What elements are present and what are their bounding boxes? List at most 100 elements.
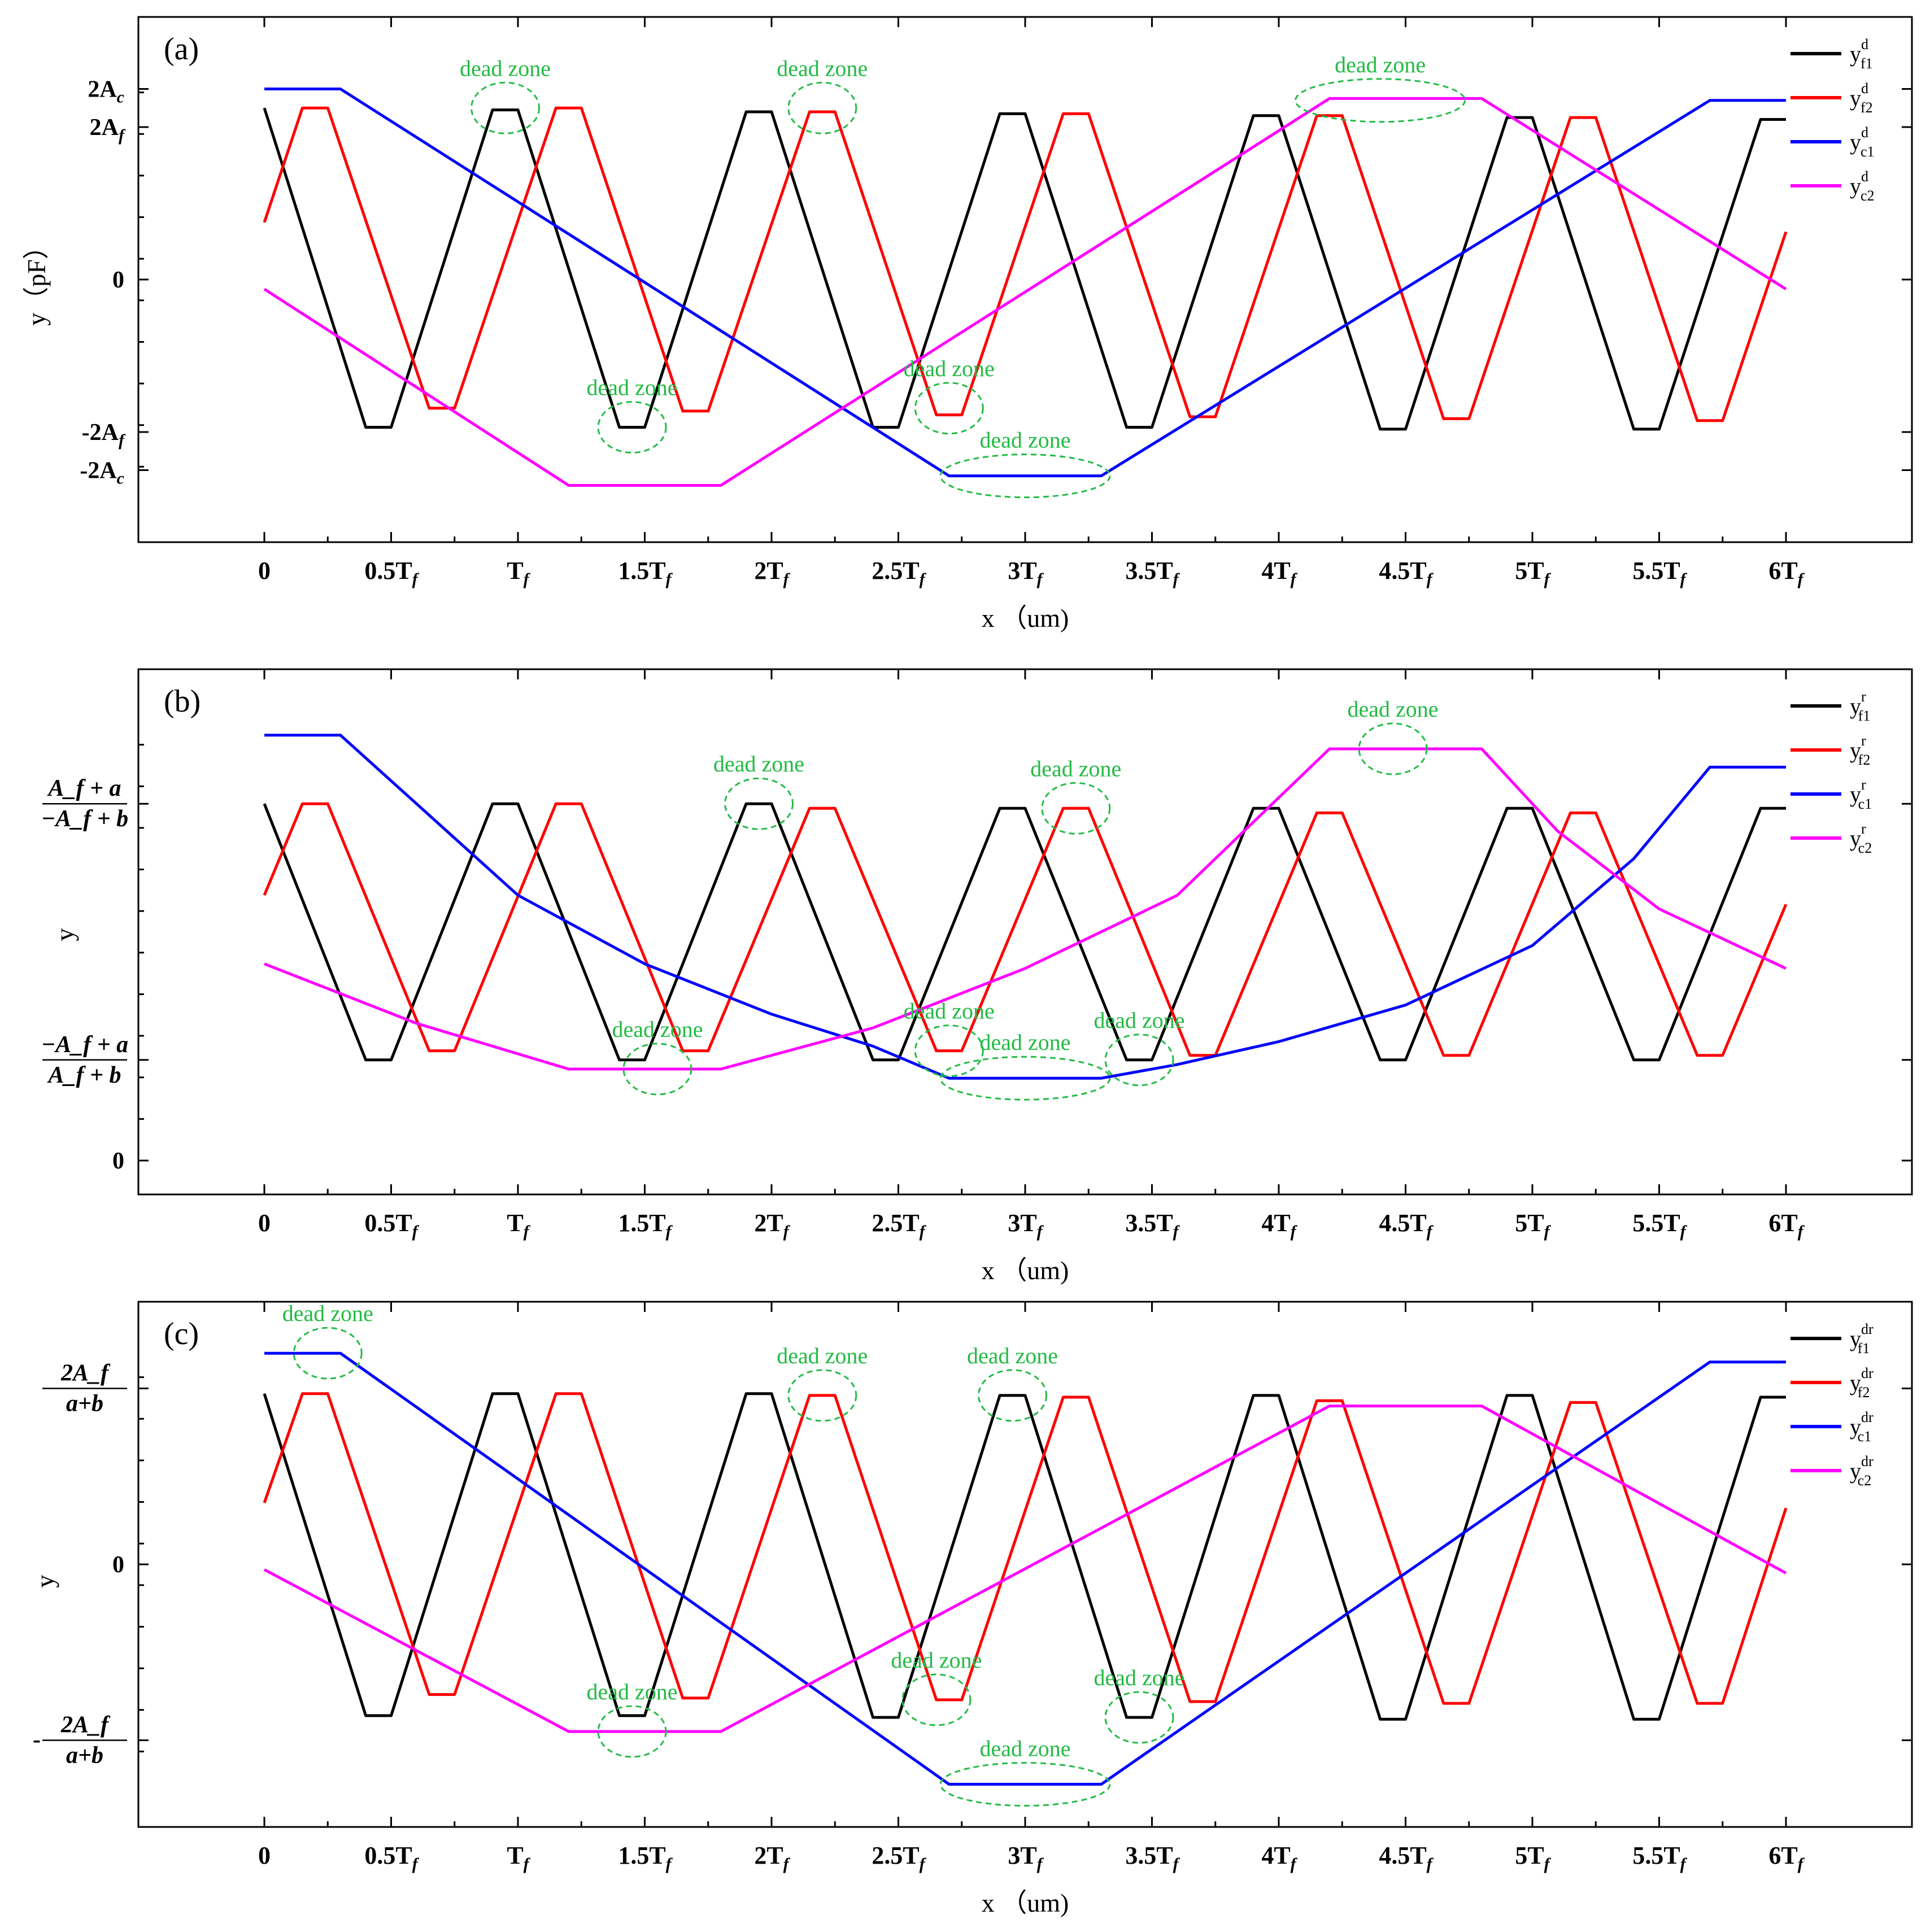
x-tick-label-main: 0 [258,557,271,585]
x-tick-label: 3Tf [1008,1842,1044,1873]
x-tick-label-main: 3T [1008,1209,1036,1237]
legend-label-main: y [1850,129,1861,155]
legend-label-main: y [1850,782,1861,807]
y-tick-label-main: 2A [88,77,117,103]
x-tick-label: 4.5Tf [1379,557,1434,588]
series-f2-line [263,106,1788,422]
x-tick-label: Tf [507,1842,530,1873]
legend-c1-label: yr c1 [1850,777,1872,812]
series-c2-line [263,97,1787,487]
legend-label-sub: f2 [1858,752,1871,768]
x-tick-label: 0.5Tf [364,1209,419,1241]
x-tick-label-sub: f [1291,1222,1298,1241]
x-tick-label: 3Tf [1008,557,1044,588]
x-tick-label-sub: f [783,1222,791,1241]
dead-zone-ellipse [939,1056,1111,1101]
x-tick-label: 5.5Tf [1632,1842,1687,1873]
dead-zone-label: dead zone [1335,52,1426,77]
legend-label-sup: d [1861,168,1868,185]
y-tick-label: 0 [112,1552,124,1578]
legend-label-sub: c1 [1858,1428,1872,1445]
series-f1-line [263,802,1786,1062]
x-tick-label-main: 0.5T [364,557,412,585]
legend-label-main: y [1850,173,1861,199]
x-tick-label: 4Tf [1261,557,1297,588]
x-tick-label-sub: f [1427,570,1434,588]
x-tick-label: 6Tf [1768,1842,1805,1873]
x-tick-label: 0.5Tf [364,557,419,588]
y-tick-denominator: a+b [66,1390,103,1416]
dead-zone-label: dead zone [979,1030,1070,1055]
dead-zone-ellipse [1358,722,1428,775]
y-tick-label-main: 0 [112,267,124,293]
x-tick-label-main: 5T [1515,557,1544,585]
y-axis-label: y（pF） [22,233,51,326]
x-tick-label-sub: f [666,1222,673,1241]
legend-f2-label: yd f2 [1850,80,1873,116]
x-axis-label: x （um) [982,1889,1069,1917]
y-tick-label: -2Af [82,420,126,450]
dead-zone-ellipse [622,1043,692,1096]
x-tick-label-main: 4T [1261,1209,1290,1237]
x-tick-label-sub: f [1037,1855,1044,1873]
x-tick-label-main: 2T [754,1209,783,1237]
legend-f2-label: yr f2 [1850,732,1870,768]
x-tick-label-sub: f [1427,1855,1434,1873]
x-tick-label-sub: f [524,570,531,588]
dead-zone-ellipse [724,777,794,830]
x-axis-label: x （um) [982,1256,1069,1285]
dead-zone-ellipse [787,1369,857,1422]
x-tick-label-main: 1.5T [618,557,665,585]
x-tick-label-main: 4T [1261,557,1290,585]
x-tick-label: 0 [258,1842,271,1869]
x-tick-label-sub: f [1173,1222,1180,1241]
x-tick-label-main: T [507,1209,523,1237]
x-tick-label-sub: f [1680,1222,1688,1241]
x-tick-label: 2Tf [754,1842,790,1873]
dead-zone-label: dead zone [891,1647,982,1673]
dead-zone-ellipse [939,1761,1111,1807]
x-tick-label: Tf [507,1209,530,1241]
x-tick-label: 0.5Tf [364,1842,419,1873]
legend-f1-label: yr f1 [1850,688,1870,724]
legend-label-sup: dr [1861,1409,1874,1425]
x-tick-label-sub: f [1798,1222,1805,1241]
dead-zone-label: dead zone [1094,1008,1185,1033]
y-tick-denominator: −A_f + b [41,806,128,832]
x-tick-label-main: 4T [1261,1842,1290,1869]
x-tick-label-main: 2T [754,557,783,585]
legend-c1-label: yd c1 [1850,124,1875,160]
series-c2-line [263,1405,1787,1733]
series-f2-line [263,802,1788,1057]
dead-zone-label: dead zone [904,356,995,381]
x-tick-label-main: 1.5T [618,1842,665,1869]
x-tick-label-sub: f [412,1855,420,1873]
y-tick-label-sub: f [119,126,126,145]
dead-zone-label: dead zone [777,1343,868,1368]
dead-zone-ellipse [939,453,1111,499]
panel-label: (a) [164,32,199,67]
y-tick-numerator: 2A_f [60,1712,111,1738]
x-tick-label-sub: f [524,1222,531,1241]
x-tick-label: 1.5Tf [618,1842,673,1873]
y-axis-label: y [31,1575,59,1588]
dead-zone-label: dead zone [713,751,804,777]
x-tick-label: 5.5Tf [1632,557,1687,588]
legend-label-main: y [1850,85,1861,111]
series-c1-line [264,1351,1786,1786]
x-tick-label-main: 2T [754,1842,783,1869]
x-tick-label: 2.5Tf [872,1842,926,1873]
x-tick-label: 2.5Tf [872,557,926,588]
x-tick-label: 4.5Tf [1379,1209,1434,1241]
y-tick-label: 0 [112,1148,124,1174]
x-tick-label-main: T [507,1842,523,1869]
x-tick-label: 5.5Tf [1632,1209,1687,1241]
x-axis-label: x （um) [982,604,1069,633]
legend-label-sub: f1 [1858,1340,1870,1357]
legend-label-sub: f2 [1861,99,1873,116]
dead-zone-label: dead zone [904,998,995,1024]
panel-label: (c) [164,1316,199,1351]
series-f2-line [263,1392,1788,1705]
legend-label-sup: d [1861,36,1868,53]
legend-label-main: y [1850,1370,1861,1395]
